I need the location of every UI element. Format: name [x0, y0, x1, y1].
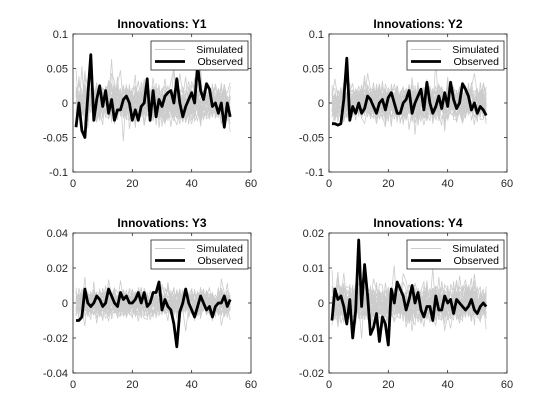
y-tick-label: -0.02 [43, 333, 68, 345]
y-tick-label: -0.1 [305, 167, 324, 179]
y-tick-label: -0.01 [299, 333, 324, 345]
legend-label-simulated: Simulated [452, 44, 499, 56]
x-tick-label: 60 [501, 178, 513, 190]
y-tick-label: 0.1 [309, 29, 324, 41]
y-tick-label: 0 [318, 98, 324, 110]
y-tick-label: 0.01 [303, 263, 324, 275]
y-tick-label: 0.1 [53, 29, 68, 41]
x-tick-label: 20 [126, 379, 138, 391]
legend-box [150, 239, 249, 270]
simulated-trace [331, 284, 487, 322]
y-tick-label: -0.04 [43, 368, 68, 380]
legend-label-observed: Observed [197, 56, 243, 68]
x-tick-label: 0 [70, 379, 76, 391]
legend-box [406, 239, 505, 270]
x-tick-label: 20 [126, 178, 138, 190]
legend-label-simulated: Simulated [196, 44, 243, 56]
x-tick-label: 20 [382, 178, 394, 190]
y-tick-label: 0.05 [303, 64, 324, 76]
chart-title: Innovations: Y1 [117, 17, 206, 31]
legend-label-observed: Observed [453, 56, 499, 68]
y-tick-label: 0 [318, 298, 324, 310]
x-tick-label: 0 [70, 178, 76, 190]
observed-series-line [74, 53, 232, 139]
x-tick-label: 0 [326, 178, 332, 190]
simulated-trace [75, 83, 231, 142]
y-tick-label: 0 [62, 98, 68, 110]
legend-box [406, 40, 505, 71]
observed-series-line [332, 56, 488, 127]
x-tick-label: 40 [186, 379, 198, 391]
legend-label-simulated: Simulated [452, 243, 499, 255]
legend-label-observed: Observed [197, 255, 243, 267]
y-tick-label: 0.05 [47, 64, 68, 76]
y-tick-label: 0 [62, 298, 68, 310]
x-tick-label: 40 [442, 379, 454, 391]
y-tick-label: -0.02 [299, 368, 324, 380]
observed-series-line [76, 280, 232, 349]
x-tick-label: 40 [186, 178, 198, 190]
legend-label-observed: Observed [453, 255, 499, 267]
x-tick-label: 20 [382, 379, 394, 391]
x-tick-label: 0 [326, 379, 332, 391]
chart-panel-3: 0 20 40 60 -0.04 -0.02 0 0.02 0.04 Innovations: Y… [43, 216, 257, 391]
y-tick-label: 0.04 [47, 228, 68, 240]
x-tick-label: 60 [245, 379, 257, 391]
y-tick-label: 0.02 [303, 228, 324, 240]
y-tick-label: 0.02 [47, 263, 68, 275]
y-tick-label: -0.05 [43, 133, 68, 145]
chart-panel-1: 0 20 40 60 -0.1 -0.05 0 0.05 0.1 Innovations: Y1 S… [43, 17, 257, 190]
x-tick-label: 40 [442, 178, 454, 190]
chart-title: Innovations: Y2 [373, 17, 462, 31]
chart-title: Innovations: Y4 [373, 216, 462, 230]
y-tick-label: -0.05 [299, 133, 324, 145]
legend-box [150, 40, 249, 71]
chart-panel-4: 0 20 40 60 -0.02 -0.01 0 0.01 0.02 Innovations: Y… [299, 216, 513, 391]
chart-title: Innovations: Y3 [117, 216, 206, 230]
simulated-trace [75, 287, 231, 332]
observed-series-line [330, 238, 488, 347]
x-tick-label: 60 [501, 379, 513, 391]
legend-label-simulated: Simulated [196, 243, 243, 255]
x-tick-label: 60 [245, 178, 257, 190]
chart-panel-2: 0 20 40 60 -0.1 -0.05 0 0.05 0.1 Innovations: Y2 S… [299, 17, 513, 190]
y-tick-label: -0.1 [49, 167, 68, 179]
